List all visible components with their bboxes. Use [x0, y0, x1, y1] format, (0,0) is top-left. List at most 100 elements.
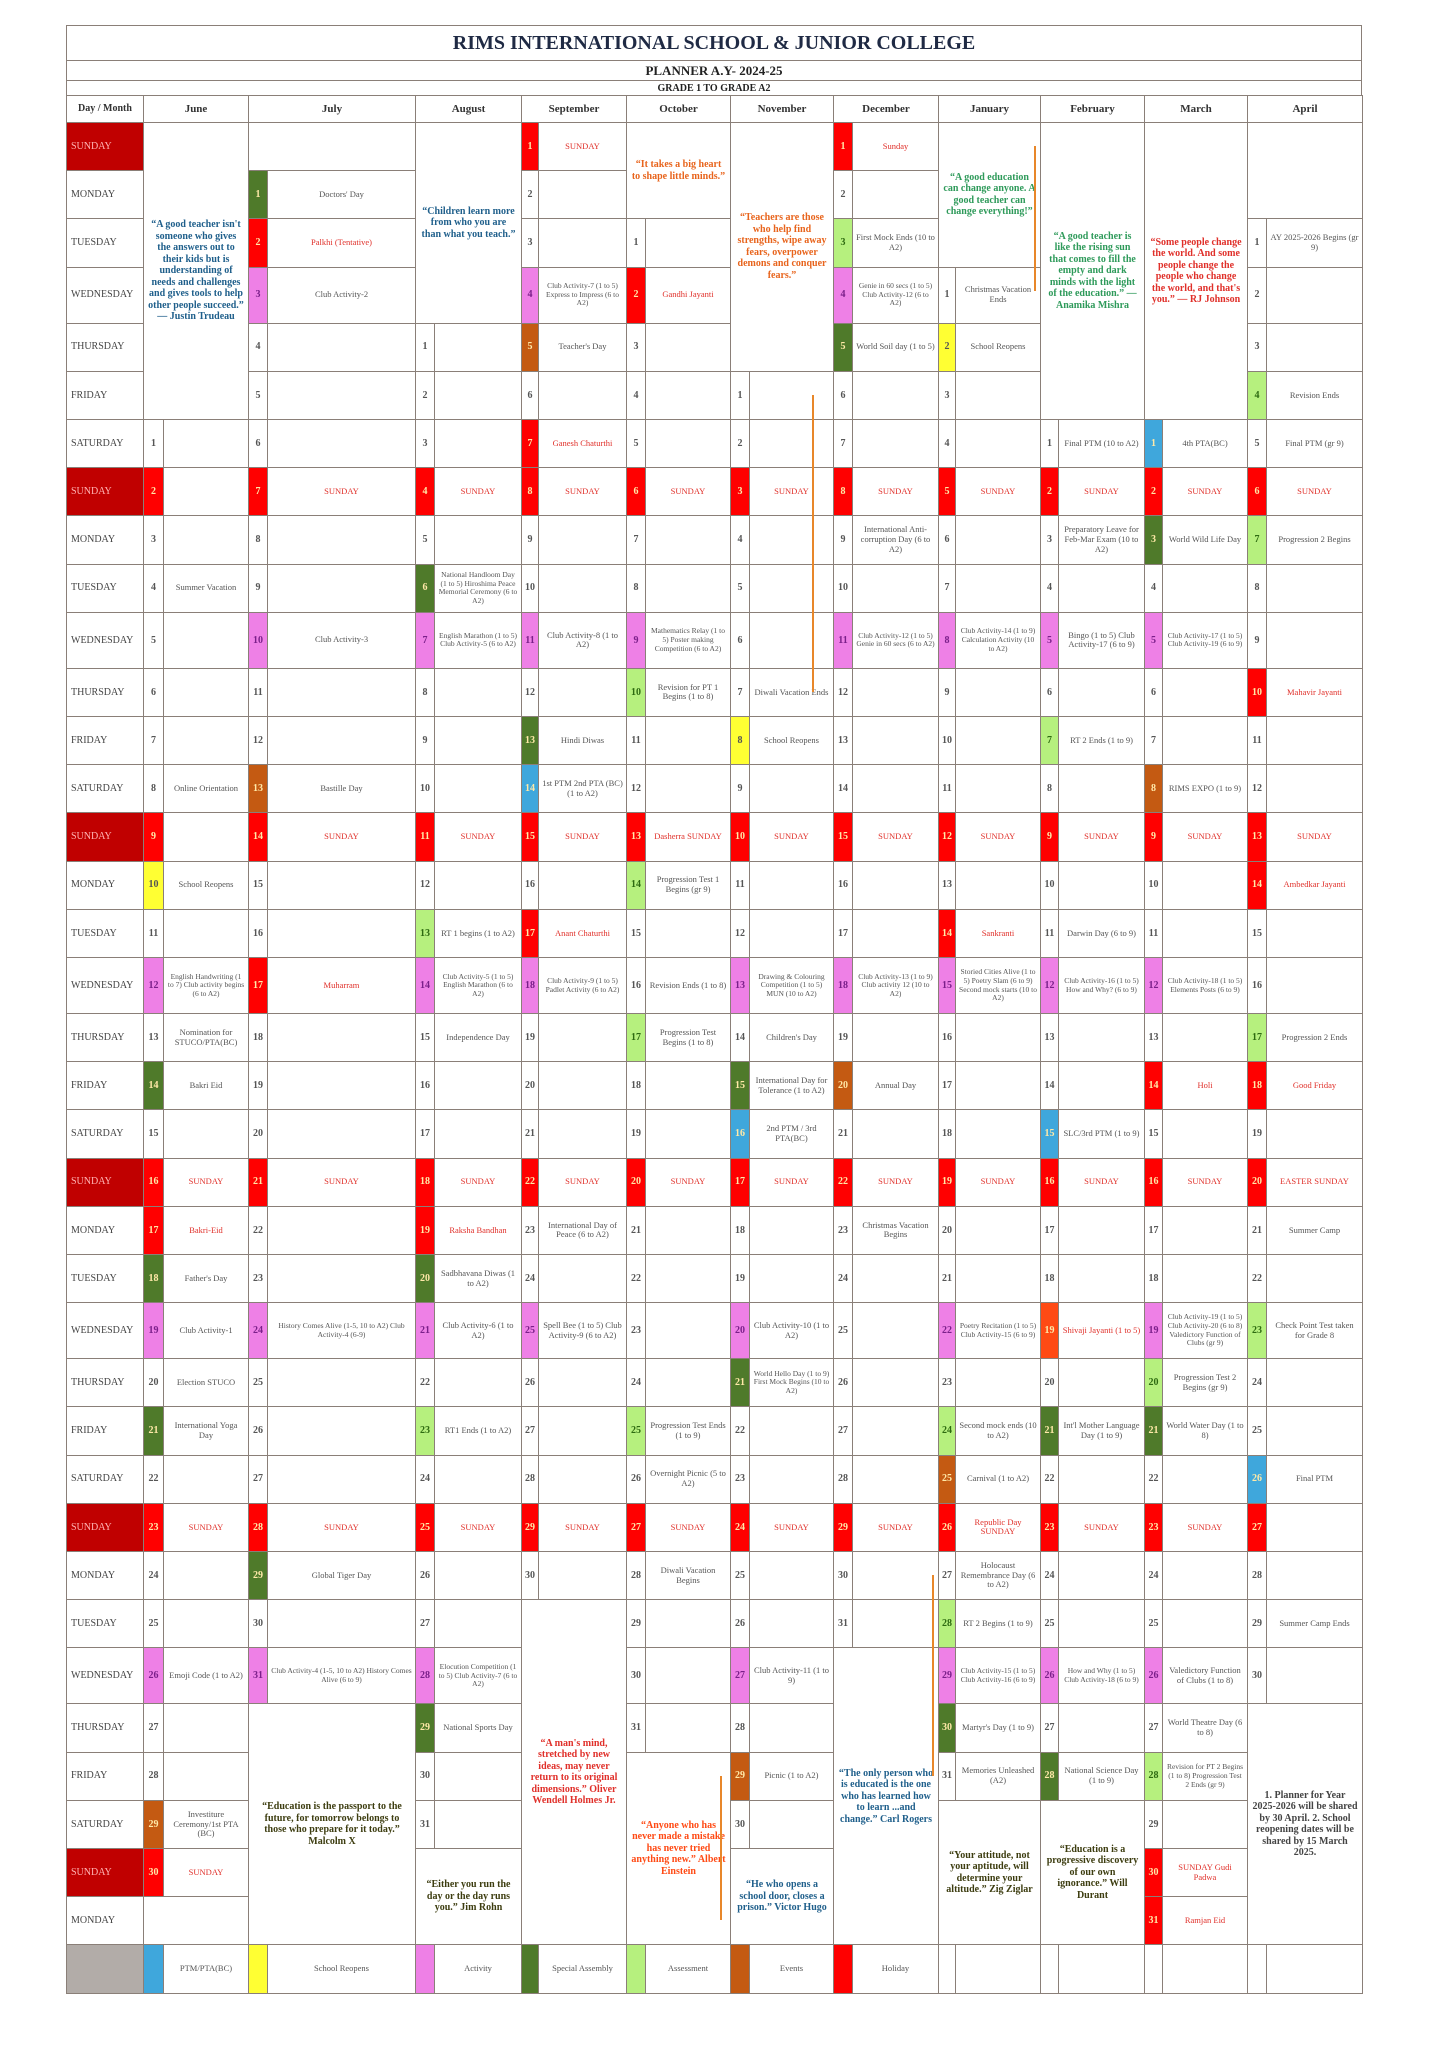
event-text: Diwali Vacation Ends	[749, 667, 834, 717]
month-header-april: April	[1247, 95, 1363, 123]
date-number: 3	[730, 467, 750, 517]
event-text	[538, 563, 627, 613]
date-number: 5	[1247, 419, 1267, 469]
event-text	[955, 563, 1041, 613]
event-text	[749, 1406, 834, 1456]
event-text: Genie in 60 secs (1 to 5) Club Activity-…	[852, 266, 939, 324]
date-number: 13	[833, 716, 853, 766]
event-text: Republic Day SUNDAY	[955, 1502, 1041, 1552]
event-text	[434, 322, 522, 372]
event-text: National Handloom Day (1 to 5) Hiroshima…	[434, 563, 522, 613]
event-text	[538, 860, 627, 910]
sunday-label: SUNDAY	[852, 1502, 939, 1552]
date-number: 26	[1247, 1454, 1267, 1504]
date-number: 29	[521, 1502, 539, 1552]
date-number: 16	[1144, 1157, 1163, 1207]
date-number: 2	[1144, 467, 1163, 517]
event-text: Bakri Eid	[163, 1061, 249, 1111]
day-label: SUNDAY	[66, 1157, 144, 1207]
event-text	[645, 1109, 731, 1159]
sunday-label: SUNDAY	[645, 467, 731, 517]
event-text: RT 1 begins (1 to A2)	[434, 908, 522, 958]
date-number: 8	[833, 467, 853, 517]
event-text	[1266, 1647, 1363, 1705]
date-number: 21	[938, 1254, 956, 1304]
event-text: SUNDAY Gudi Padwa	[1162, 1848, 1248, 1898]
quote-block: “Your attitude, not your aptitude, will …	[938, 1799, 1041, 1946]
planner-year: PLANNER A.Y- 2024-25	[66, 60, 1362, 81]
date-number: 4	[833, 266, 853, 324]
event-text: Father's Day	[163, 1254, 249, 1304]
date-number: 14	[1247, 860, 1267, 910]
date-number: 2	[1247, 266, 1267, 324]
date-number: 16	[248, 908, 268, 958]
date-number: 30	[1144, 1848, 1163, 1898]
date-number: 21	[626, 1205, 646, 1255]
event-text	[163, 515, 249, 565]
date-number: 27	[248, 1454, 268, 1504]
date-number: 25	[730, 1551, 750, 1601]
event-text	[267, 716, 416, 766]
date-number: 23	[833, 1205, 853, 1255]
date-number: 14	[521, 764, 539, 814]
event-text: Elocution Competition (1 to 5) Club Acti…	[434, 1647, 522, 1705]
date-number: 14	[143, 1061, 164, 1111]
date-number: 2	[730, 419, 750, 469]
event-text: World Theatre Day (6 to 8)	[1162, 1703, 1248, 1753]
event-text	[1058, 1454, 1145, 1504]
event-text	[538, 667, 627, 717]
date-number: 28	[1040, 1751, 1059, 1801]
event-text: Diwali Vacation Begins	[645, 1551, 731, 1601]
date-number: 22	[833, 1157, 853, 1207]
date-number: 24	[521, 1254, 539, 1304]
date-number: 1	[248, 170, 268, 220]
date-number: 1	[1247, 218, 1267, 268]
event-text: Club Activity-19 (1 to 5) Club Activity-…	[1162, 1302, 1248, 1360]
date-number: 29	[1144, 1799, 1163, 1849]
event-text: Raksha Bandhan	[434, 1205, 522, 1255]
event-text	[434, 419, 522, 469]
event-text	[749, 908, 834, 958]
event-text	[1058, 1703, 1145, 1753]
date-number: 8	[938, 611, 956, 669]
event-text	[955, 370, 1041, 420]
event-text: Doctors' Day	[267, 170, 416, 220]
day-label: MONDAY	[66, 1551, 144, 1601]
date-number: 13	[730, 957, 750, 1014]
date-number: 23	[248, 1254, 268, 1304]
month-header-november: November	[730, 95, 834, 123]
day-label: FRIDAY	[66, 1406, 144, 1456]
event-text	[538, 1013, 627, 1063]
date-number: 26	[833, 1358, 853, 1408]
date-number: 18	[1040, 1254, 1059, 1304]
event-text: EASTER SUNDAY	[1266, 1157, 1363, 1207]
date-number: 9	[415, 716, 435, 766]
sunday-label: SUNDAY	[1162, 1502, 1248, 1552]
event-text	[1266, 1406, 1363, 1456]
event-text	[163, 716, 249, 766]
date-number: 14	[938, 908, 956, 958]
date-number: 24	[1144, 1551, 1163, 1601]
date-number: 9	[1247, 611, 1267, 669]
date-number: 15	[833, 812, 853, 862]
event-text	[955, 667, 1041, 717]
event-text	[645, 515, 731, 565]
day-label: WEDNESDAY	[66, 957, 144, 1014]
date-number: 14	[730, 1013, 750, 1063]
event-text: Holocaust Remembrance Day (6 to A2)	[955, 1551, 1041, 1601]
event-text	[955, 764, 1041, 814]
date-number: 28	[730, 1703, 750, 1753]
sunday-label: SUNDAY	[955, 1157, 1041, 1207]
date-number: 7	[1144, 716, 1163, 766]
event-text	[1058, 1205, 1145, 1255]
sunday-label: SUNDAY	[538, 467, 627, 517]
date-number: 20	[833, 1061, 853, 1111]
sunday-label: SUNDAY	[434, 1502, 522, 1552]
event-text	[1058, 1013, 1145, 1063]
event-text: RT 2 Ends (1 to 9)	[1058, 716, 1145, 766]
event-text: Investiture Ceremony/1st PTA (BC)	[163, 1799, 249, 1849]
date-number: 19	[248, 1061, 268, 1111]
day-label: THURSDAY	[66, 1013, 144, 1063]
event-text	[434, 716, 522, 766]
